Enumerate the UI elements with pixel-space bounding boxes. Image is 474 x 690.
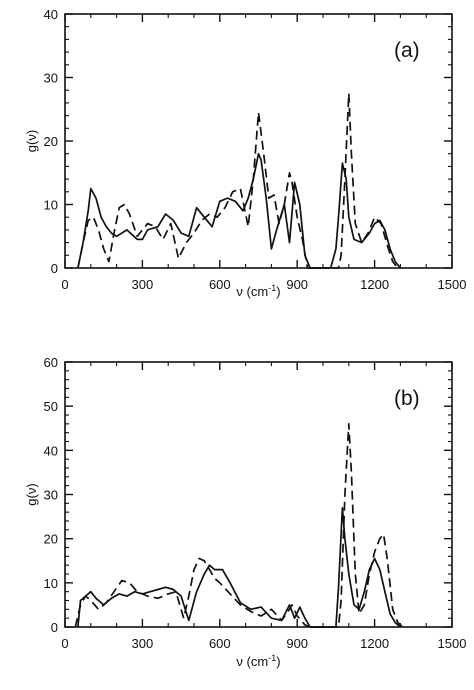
y-axis-title: g(ν) [24,130,39,152]
x-axis-title: ν (cm-1) [236,283,280,299]
x-tick-label: 0 [61,277,68,292]
panel-label: (a) [394,39,420,62]
y-tick-label: 40 [44,7,58,22]
y-tick-label: 10 [44,198,58,213]
x-tick-label: 1500 [438,636,467,651]
x-tick-label: 600 [209,277,231,292]
x-axis-title-main: ν (cm [236,284,268,299]
x-tick-label: 900 [286,636,308,651]
series-line-dashed [74,422,404,628]
panel-label: (b) [394,387,420,410]
y-tick-label: 40 [44,443,58,458]
x-axis-title-sup: -1 [268,653,276,663]
x-tick-label: 0 [61,636,68,651]
y-tick-label: 50 [44,399,58,414]
x-tick-label: 600 [209,636,231,651]
y-tick-label: 20 [44,134,58,149]
x-tick-label: 1200 [360,636,389,651]
x-tick-label: 300 [132,277,154,292]
y-tick-label: 0 [51,261,58,276]
x-axis-title-end: ) [276,284,280,299]
y-axis-title: g(ν) [24,483,39,505]
panel-b: 0 300 600 900 1200 1500 0 10 20 30 40 50 60 (b) ν (cm-… [24,355,466,669]
x-axis-title-sup: -1 [268,283,276,293]
y-tick-label: 30 [44,488,58,503]
y-tick-label: 20 [44,532,58,547]
y-tick-label: 60 [44,355,58,370]
y-tick-label: 0 [51,620,58,635]
y-tick-label: 10 [44,576,58,591]
x-axis-title-main: ν (cm [236,654,268,669]
x-axis-title-end: ) [276,654,280,669]
y-tick-label: 30 [44,71,58,86]
x-axis-title: ν (cm-1) [236,653,280,669]
x-tick-label: 900 [286,277,308,292]
series-line-dashed [77,92,401,269]
x-tick-label: 1200 [360,277,389,292]
series-line-solid [77,506,401,628]
x-tick-label: 300 [132,636,154,651]
panel-a: 0 300 600 900 1200 1500 0 10 20 30 40 (a) ν (cm-1) g(… [24,7,466,299]
x-tick-label: 1500 [438,277,467,292]
